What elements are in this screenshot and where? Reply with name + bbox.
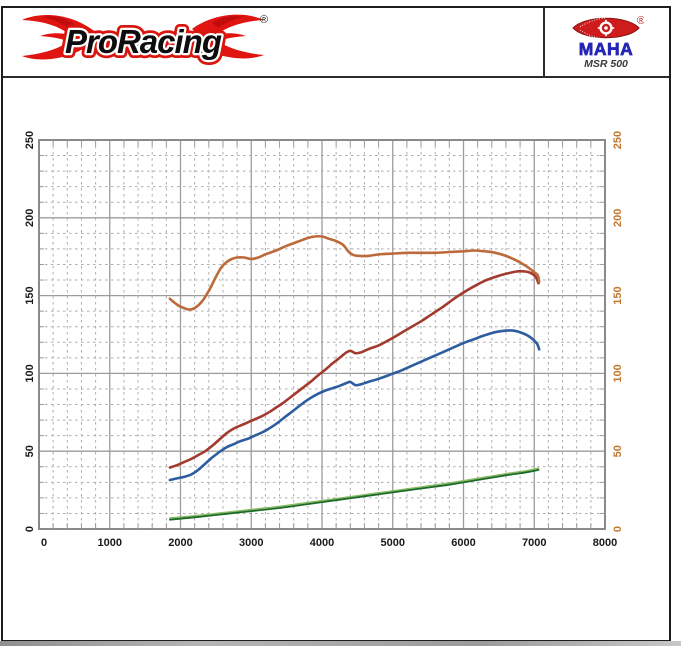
registered-trademark-icon: ® bbox=[260, 14, 268, 26]
brand-text: ProRacing bbox=[65, 23, 222, 60]
maha-registered-icon: ® bbox=[637, 15, 644, 27]
flame-right-icon bbox=[192, 14, 264, 59]
series-loss-dark-green bbox=[169, 469, 540, 521]
y-tick-label-left: 150 bbox=[24, 286, 36, 304]
x-tick-label: 8000 bbox=[593, 537, 617, 549]
scan-edge-strip bbox=[0, 641, 681, 646]
x-tick-label: 2000 bbox=[168, 537, 192, 549]
page-border bbox=[1, 6, 671, 642]
y-tick-label-right: 100 bbox=[612, 364, 624, 382]
y-tick-label-left: 200 bbox=[24, 209, 36, 227]
maha-brand-text: MAHA bbox=[579, 39, 634, 59]
flame-left-icon bbox=[22, 15, 94, 60]
brand-text-outline: ProRacing bbox=[65, 23, 222, 60]
maha-oval-emblem-icon bbox=[572, 17, 640, 40]
series-blue-curve bbox=[168, 329, 541, 482]
x-tick-label: 1000 bbox=[98, 537, 122, 549]
x-tick-label: 0 bbox=[41, 537, 47, 549]
header-separator-line bbox=[3, 76, 669, 78]
y-tick-label-left: 250 bbox=[24, 131, 36, 149]
series-orange-curve bbox=[168, 234, 541, 311]
header-vertical-divider bbox=[543, 8, 545, 77]
y-tick-label-right: 50 bbox=[612, 445, 624, 457]
x-tick-label: 6000 bbox=[451, 537, 475, 549]
x-tick-label: 5000 bbox=[381, 537, 405, 549]
x-tick-label: 4000 bbox=[310, 537, 334, 549]
x-tick-label: 7000 bbox=[522, 537, 546, 549]
y-tick-label-right: 150 bbox=[612, 286, 624, 304]
y-tick-label-left: 100 bbox=[24, 364, 36, 382]
curves bbox=[168, 234, 541, 521]
axis-labels: 0 1000 2000 3000 4000 5000 6000 7000 80000501001… bbox=[24, 131, 624, 549]
maha-logo: ® MAHA MSR 500 bbox=[572, 15, 644, 70]
series-loss-light-green bbox=[169, 467, 540, 519]
axis-ticks bbox=[39, 140, 605, 529]
proracing-logo: ProRacing ProRacing ProRacing ® bbox=[22, 14, 268, 65]
y-tick-label-left: 0 bbox=[24, 526, 36, 532]
x-tick-label: 3000 bbox=[239, 537, 263, 549]
series-dark-red-curve bbox=[168, 269, 540, 469]
brand-text-midline: ProRacing bbox=[65, 23, 222, 60]
plot-border bbox=[38, 139, 606, 530]
y-tick-label-left: 50 bbox=[24, 445, 36, 457]
y-tick-label-right: 200 bbox=[612, 209, 624, 227]
y-tick-label-right: 250 bbox=[612, 131, 624, 149]
y-tick-label-right: 0 bbox=[612, 526, 624, 532]
device-model-label: MSR 500 bbox=[584, 58, 628, 70]
